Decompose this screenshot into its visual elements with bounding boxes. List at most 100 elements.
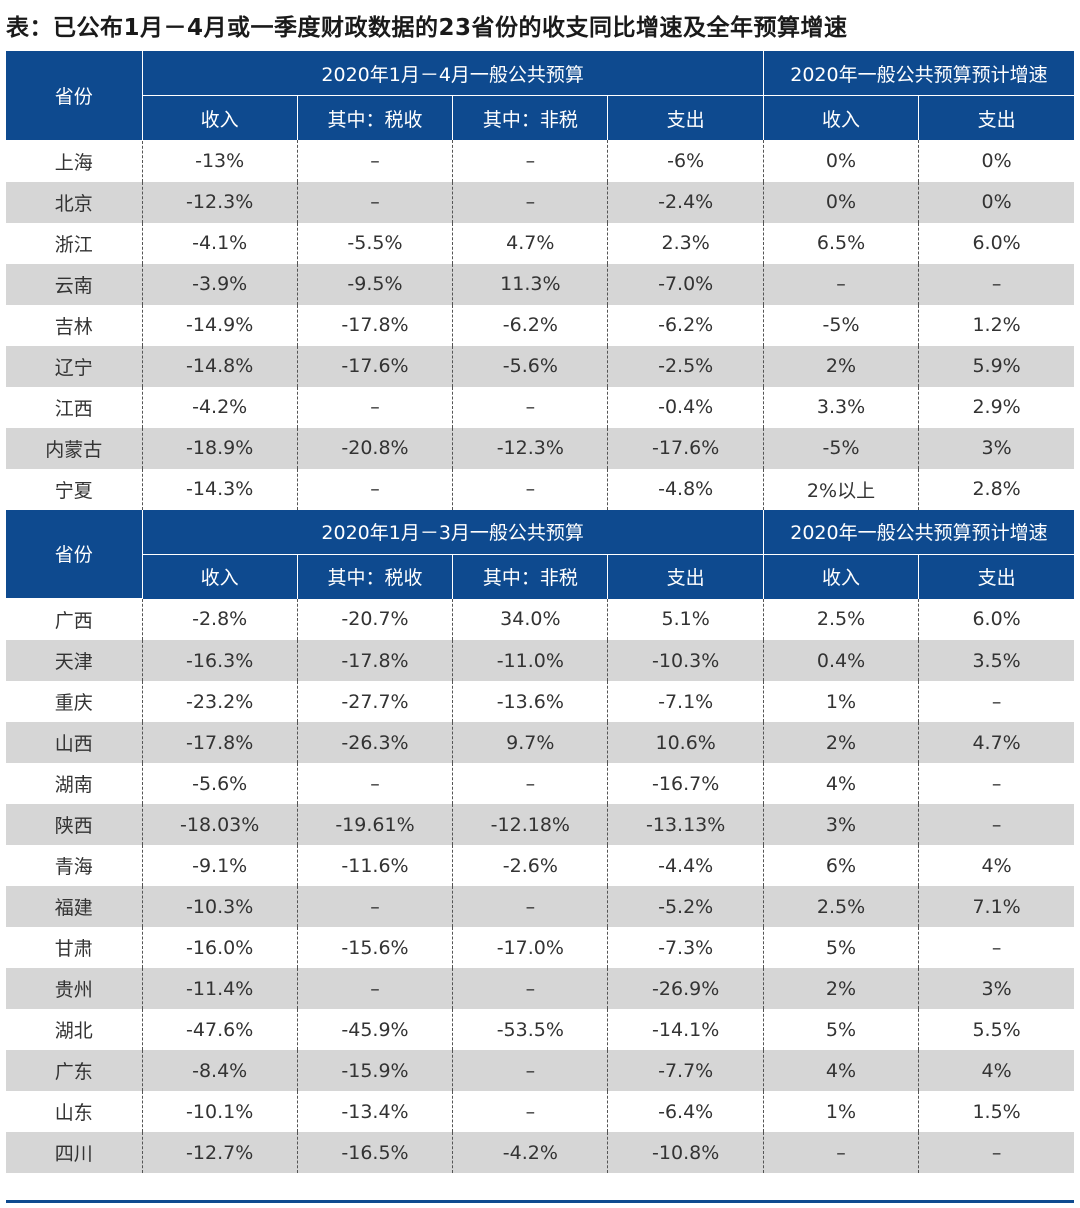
value-cell: 5.5% [918,1009,1075,1050]
value-cell: -27.7% [296,681,453,722]
province-cell: 四川 [6,1132,142,1173]
table-row: 浙江 -4.1% -5.5% 4.7% 2.3% 6.5% 6.0% [6,222,1075,264]
value-cell: -14.9% [141,304,298,346]
value-cell: -26.9% [607,968,764,1009]
column-header: 其中：非税 [452,554,608,599]
province-cell: 宁夏 [54,479,93,502]
province-cell: 吉林 [54,315,93,338]
value-cell: -2.5% [607,345,764,387]
value-cell: – [452,968,608,1009]
value-cell: -7.7% [607,1050,764,1091]
group-header-annual-forecast: 2020年一般公共预算预计增速 [762,51,1075,96]
table-row: 四川 -12.7% -16.5% -4.2% -10.8% – – [6,1132,1075,1173]
header-row-groups: 省份 2020年1月－3月一般公共预算 2020年一般公共预算预计增速 [6,509,1075,599]
column-header: 收入 [141,95,298,140]
value-cell: -5.5% [296,222,453,264]
value-cell: -14.8% [141,345,298,387]
value-cell: – [296,763,453,804]
value-cell: – [452,386,608,428]
table-row: 广西 -2.8% -20.7% 34.0% 5.1% 2.5% 6.0% [6,598,1075,640]
value-cell: -3.9% [141,263,298,305]
value-cell: -17.6% [607,427,764,469]
value-cell: – [452,886,608,927]
value-cell: -16.5% [296,1132,453,1173]
value-cell: -5.2% [607,886,764,927]
value-cell: -12.3% [141,181,298,223]
value-cell: – [296,468,453,510]
value-cell: -10.1% [141,1091,298,1132]
value-cell: – [452,1091,608,1132]
value-cell: 3.3% [762,386,919,428]
province-cell: 甘肃 [54,938,93,960]
table-row: 江西 -4.2% – – -0.4% 3.3% 2.9% [6,386,1075,428]
value-cell: 0% [762,140,919,182]
value-cell: 4% [918,1050,1075,1091]
value-cell: -8.4% [141,1050,298,1091]
value-cell: – [918,1132,1075,1173]
value-cell: 4% [762,1050,919,1091]
value-cell: 9.7% [452,722,608,763]
value-cell: 2% [762,968,919,1009]
table-row: 云南 -3.9% -9.5% 11.3% -7.0% – – [6,263,1075,305]
value-cell: -11.0% [452,640,608,681]
value-cell: 4.7% [918,722,1075,763]
province-cell: 上海 [54,151,93,174]
table-row: 陕西 -18.03% -19.61% -12.18% -13.13% 3% – [6,804,1075,845]
table-row: 宁夏 -14.3% – – -4.8% 2%以上 2.8% [6,468,1075,510]
value-cell: 5% [762,927,919,968]
column-header: 收入 [141,554,298,599]
fiscal-data-table: 省份 2020年1月－4月一般公共预算 2020年一般公共预算预计增速 收入 其中：税收… [6,51,1075,1173]
province-cell: 湖南 [54,774,93,796]
value-cell: -15.9% [296,1050,453,1091]
value-cell: -12.7% [141,1132,298,1173]
value-cell: -6.2% [452,304,608,346]
value-cell: -10.3% [141,886,298,927]
value-cell: -4.2% [141,386,298,428]
value-cell: – [296,140,453,182]
value-cell: – [296,181,453,223]
table-row: 广东 -8.4% -15.9% – -7.7% 4% 4% [6,1050,1075,1091]
value-cell: – [452,1050,608,1091]
header-row-columns: 收入 其中：税收 其中：非税 支出 收入 支出 [6,95,1075,140]
column-header: 其中：税收 [296,554,453,599]
value-cell: -4.4% [607,845,764,886]
value-cell: 11.3% [452,263,608,305]
column-header: 收入 [762,554,919,599]
value-cell: 4% [762,763,919,804]
value-cell: -6.4% [607,1091,764,1132]
table-row: 上海 -13% – – -6% 0% 0% [6,140,1075,182]
province-cell: 广东 [6,1050,142,1091]
value-cell: – [296,886,453,927]
group-header-ytd-budget: 2020年1月－3月一般公共预算 [141,509,764,555]
value-cell: -53.5% [452,1009,608,1050]
column-header: 支出 [607,554,764,599]
value-cell: 5% [762,1009,919,1050]
value-cell: – [296,968,453,1009]
value-cell: -12.3% [452,427,608,469]
value-cell: – [762,1132,919,1173]
value-cell: -20.7% [296,598,453,640]
value-cell: -5% [762,427,919,469]
province-cell: 湖北 [54,1020,93,1042]
province-cell: 山西 [6,722,142,763]
value-cell: 34.0% [452,598,608,640]
value-cell: -4.2% [452,1132,608,1173]
province-cell: 福建 [6,886,142,927]
value-cell: -17.8% [141,722,298,763]
province-cell: 贵州 [6,968,142,1009]
value-cell: -5% [762,304,919,346]
table-row: 天津 -16.3% -17.8% -11.0% -10.3% 0.4% 3.5% [6,640,1075,681]
value-cell: -12.18% [452,804,608,845]
value-cell: 0% [918,181,1075,223]
value-cell: -7.3% [607,927,764,968]
value-cell: -47.6% [141,1009,298,1050]
column-header: 支出 [918,95,1075,140]
province-header: 省份 [6,509,142,599]
value-cell: -2.6% [452,845,608,886]
value-cell: – [452,181,608,223]
value-cell: -45.9% [296,1009,453,1050]
column-header: 支出 [607,95,764,140]
value-cell: -17.8% [296,304,453,346]
value-cell: -18.9% [141,427,298,469]
province-cell: 江西 [54,397,93,420]
